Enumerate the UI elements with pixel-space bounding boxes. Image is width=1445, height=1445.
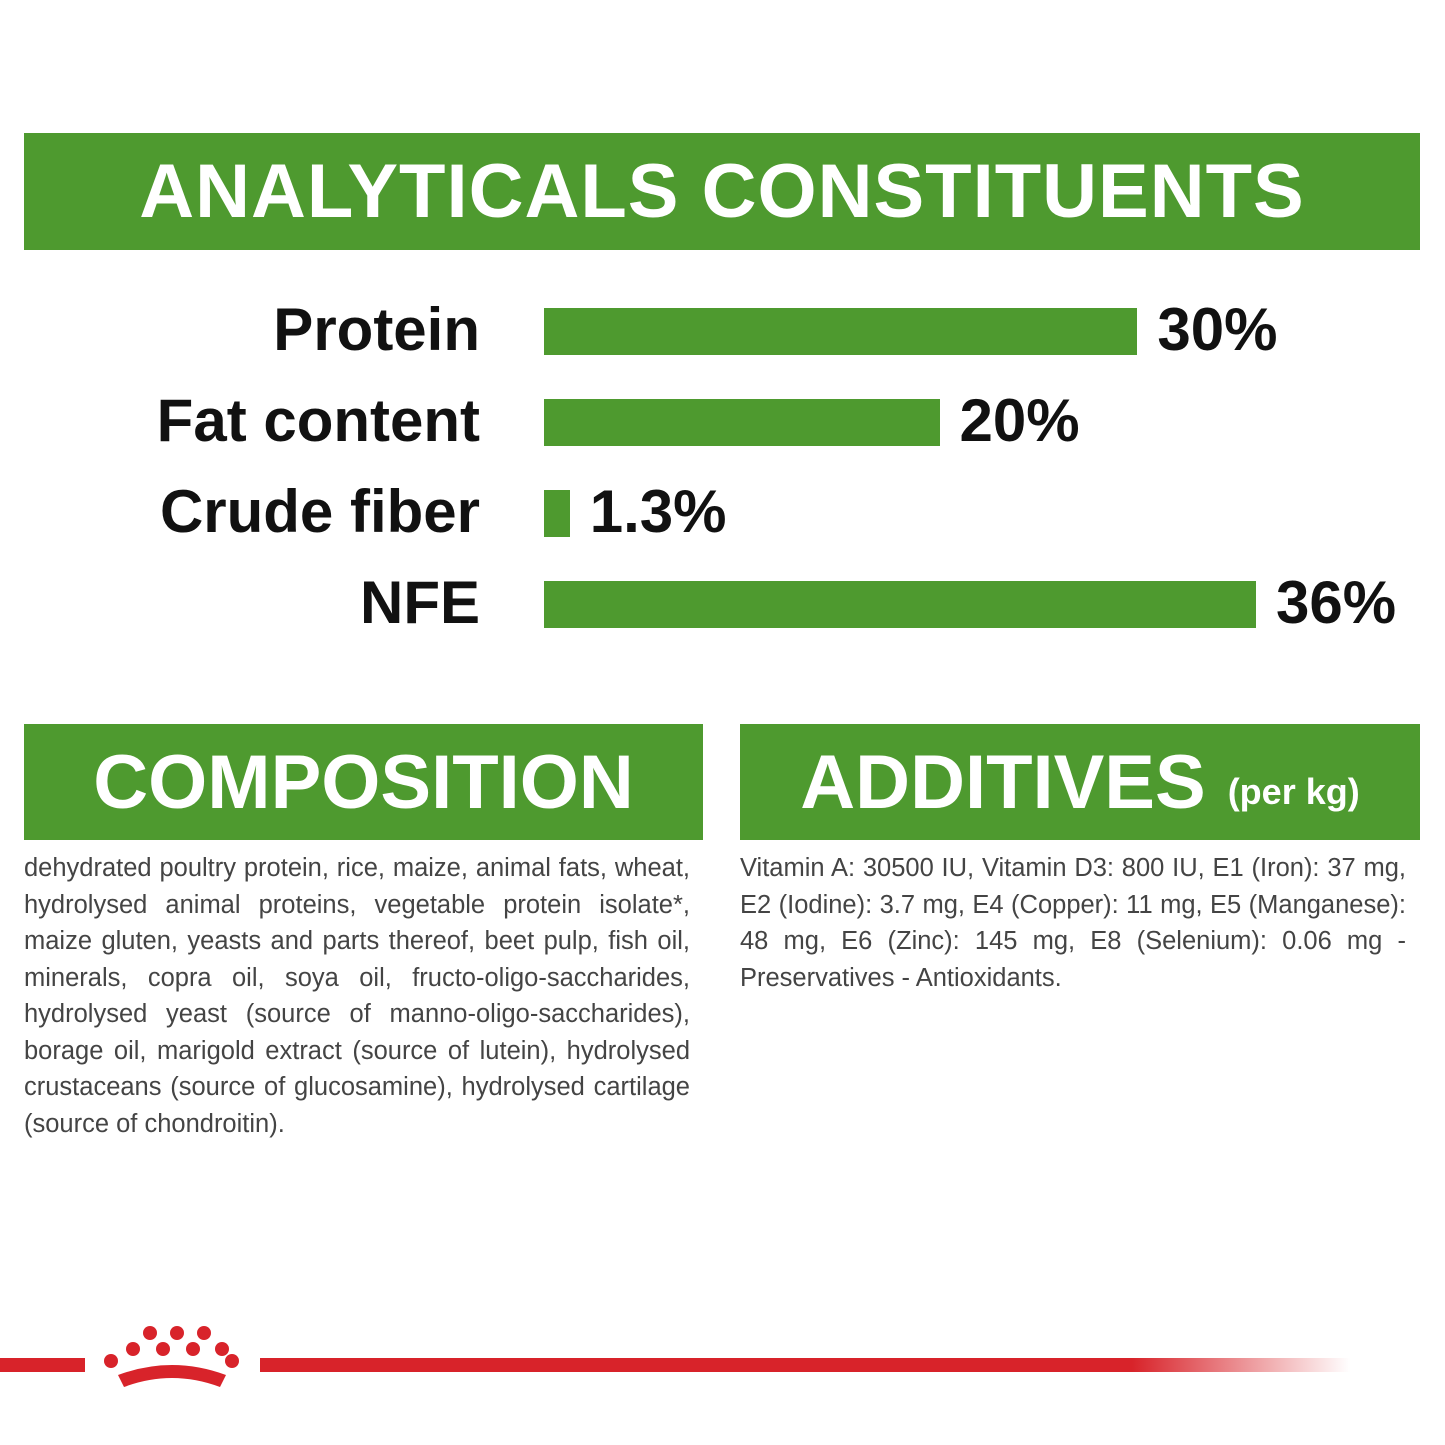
additives-banner: ADDITIVES (per kg) xyxy=(740,724,1420,840)
data-label: 30% xyxy=(1157,296,1278,363)
category-label: Protein xyxy=(273,296,480,363)
category-label: Fat content xyxy=(156,387,480,454)
chart-title: ANALYTICALS CONSTITUENTS xyxy=(24,133,1420,250)
data-label: 20% xyxy=(959,387,1080,454)
bar xyxy=(544,490,570,537)
bar xyxy=(544,399,940,446)
additives-title: ADDITIVES xyxy=(800,739,1206,825)
bar xyxy=(544,308,1138,355)
category-label: Crude fiber xyxy=(159,478,480,545)
data-label: 36% xyxy=(1276,569,1397,636)
additives-unit: (per kg) xyxy=(1227,771,1360,812)
composition-title: COMPOSITION xyxy=(24,724,703,840)
composition-text: dehydrated poultry protein, rice, maize,… xyxy=(24,854,690,1138)
brand-logo xyxy=(0,1326,1350,1387)
bar xyxy=(544,581,1256,628)
data-label: 1.3% xyxy=(589,478,727,545)
category-label: NFE xyxy=(360,569,480,636)
additives-text: Vitamin A: 30500 IU, Vitamin D3: 800 IU,… xyxy=(740,854,1406,992)
